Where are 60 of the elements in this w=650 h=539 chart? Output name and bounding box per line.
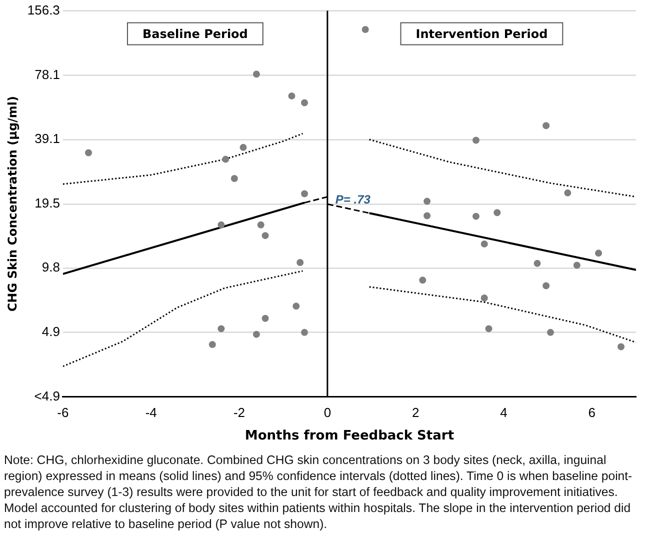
x-tick-label: -4 bbox=[145, 405, 157, 420]
point bbox=[472, 212, 480, 220]
point bbox=[546, 328, 554, 336]
point bbox=[419, 276, 426, 284]
y-tick-label: 9.8 bbox=[42, 260, 60, 275]
x-axis-title: Months from Feedback Start bbox=[244, 428, 454, 444]
point bbox=[362, 26, 369, 33]
point bbox=[542, 122, 550, 130]
point bbox=[595, 250, 602, 257]
line-series bbox=[62, 270, 304, 368]
x-tick-label: 2 bbox=[412, 405, 420, 420]
point bbox=[218, 221, 225, 228]
x-tick-label: 0 bbox=[324, 405, 332, 420]
y-tick-label: <4.9 bbox=[34, 388, 60, 404]
point bbox=[618, 343, 625, 350]
point bbox=[542, 282, 550, 290]
point bbox=[85, 149, 92, 156]
y-axis-title: CHG Skin Concentration (µg/ml) bbox=[5, 96, 20, 312]
x-tick-label: -6 bbox=[57, 405, 69, 420]
point bbox=[262, 232, 269, 240]
point bbox=[240, 144, 247, 151]
y-tick-label: 78.1 bbox=[34, 66, 60, 82]
point bbox=[262, 314, 269, 322]
annotation: P= .73 bbox=[335, 192, 371, 207]
point bbox=[218, 325, 225, 332]
point bbox=[296, 259, 304, 266]
point bbox=[301, 99, 308, 106]
y-tick-label: 39.1 bbox=[34, 131, 60, 146]
point bbox=[208, 341, 216, 348]
y-tick-label: 4.9 bbox=[42, 324, 60, 339]
point bbox=[292, 302, 300, 310]
point bbox=[252, 70, 260, 78]
line-series bbox=[368, 286, 636, 344]
point bbox=[480, 294, 488, 302]
point bbox=[301, 190, 308, 198]
annotation: Baseline Period bbox=[142, 26, 248, 41]
point bbox=[485, 325, 492, 332]
text: Note: CHG, chlorhexidine gluconate. Combined CHG skin concentrations on 3 body sites (neck, axilla, inguinal region) expressed in means (solid lines) and 95% confidence intervals (dotted lines). Time 0 is when baseline point-prevalence survey (1-3) results were provided to the unit for start of feedback and quality improvement initiatives. Model accounted for clustering of body sites within patients within hospitals. The slope in the intervention period did not improve relative to baseline period (P value not shown). bbox=[4, 452, 634, 532]
point bbox=[472, 136, 480, 144]
line-series bbox=[62, 132, 304, 185]
point bbox=[301, 328, 308, 336]
point bbox=[222, 156, 230, 163]
point bbox=[564, 189, 572, 196]
line-series bbox=[368, 138, 636, 198]
point bbox=[573, 262, 580, 269]
point bbox=[424, 212, 431, 220]
x-tick-label: 4 bbox=[500, 405, 508, 420]
point bbox=[252, 330, 260, 338]
point bbox=[230, 174, 238, 182]
y-tick-label: 19.5 bbox=[34, 196, 60, 211]
point bbox=[424, 198, 431, 205]
point bbox=[288, 92, 296, 100]
point bbox=[480, 240, 488, 248]
point bbox=[494, 209, 501, 216]
y-tick-label: 156.3 bbox=[27, 2, 60, 18]
point bbox=[534, 260, 541, 267]
x-tick-label: -2 bbox=[233, 405, 246, 420]
point bbox=[257, 221, 264, 228]
x-tick-label: 6 bbox=[588, 405, 596, 420]
annotation: Intervention Period bbox=[416, 26, 548, 41]
